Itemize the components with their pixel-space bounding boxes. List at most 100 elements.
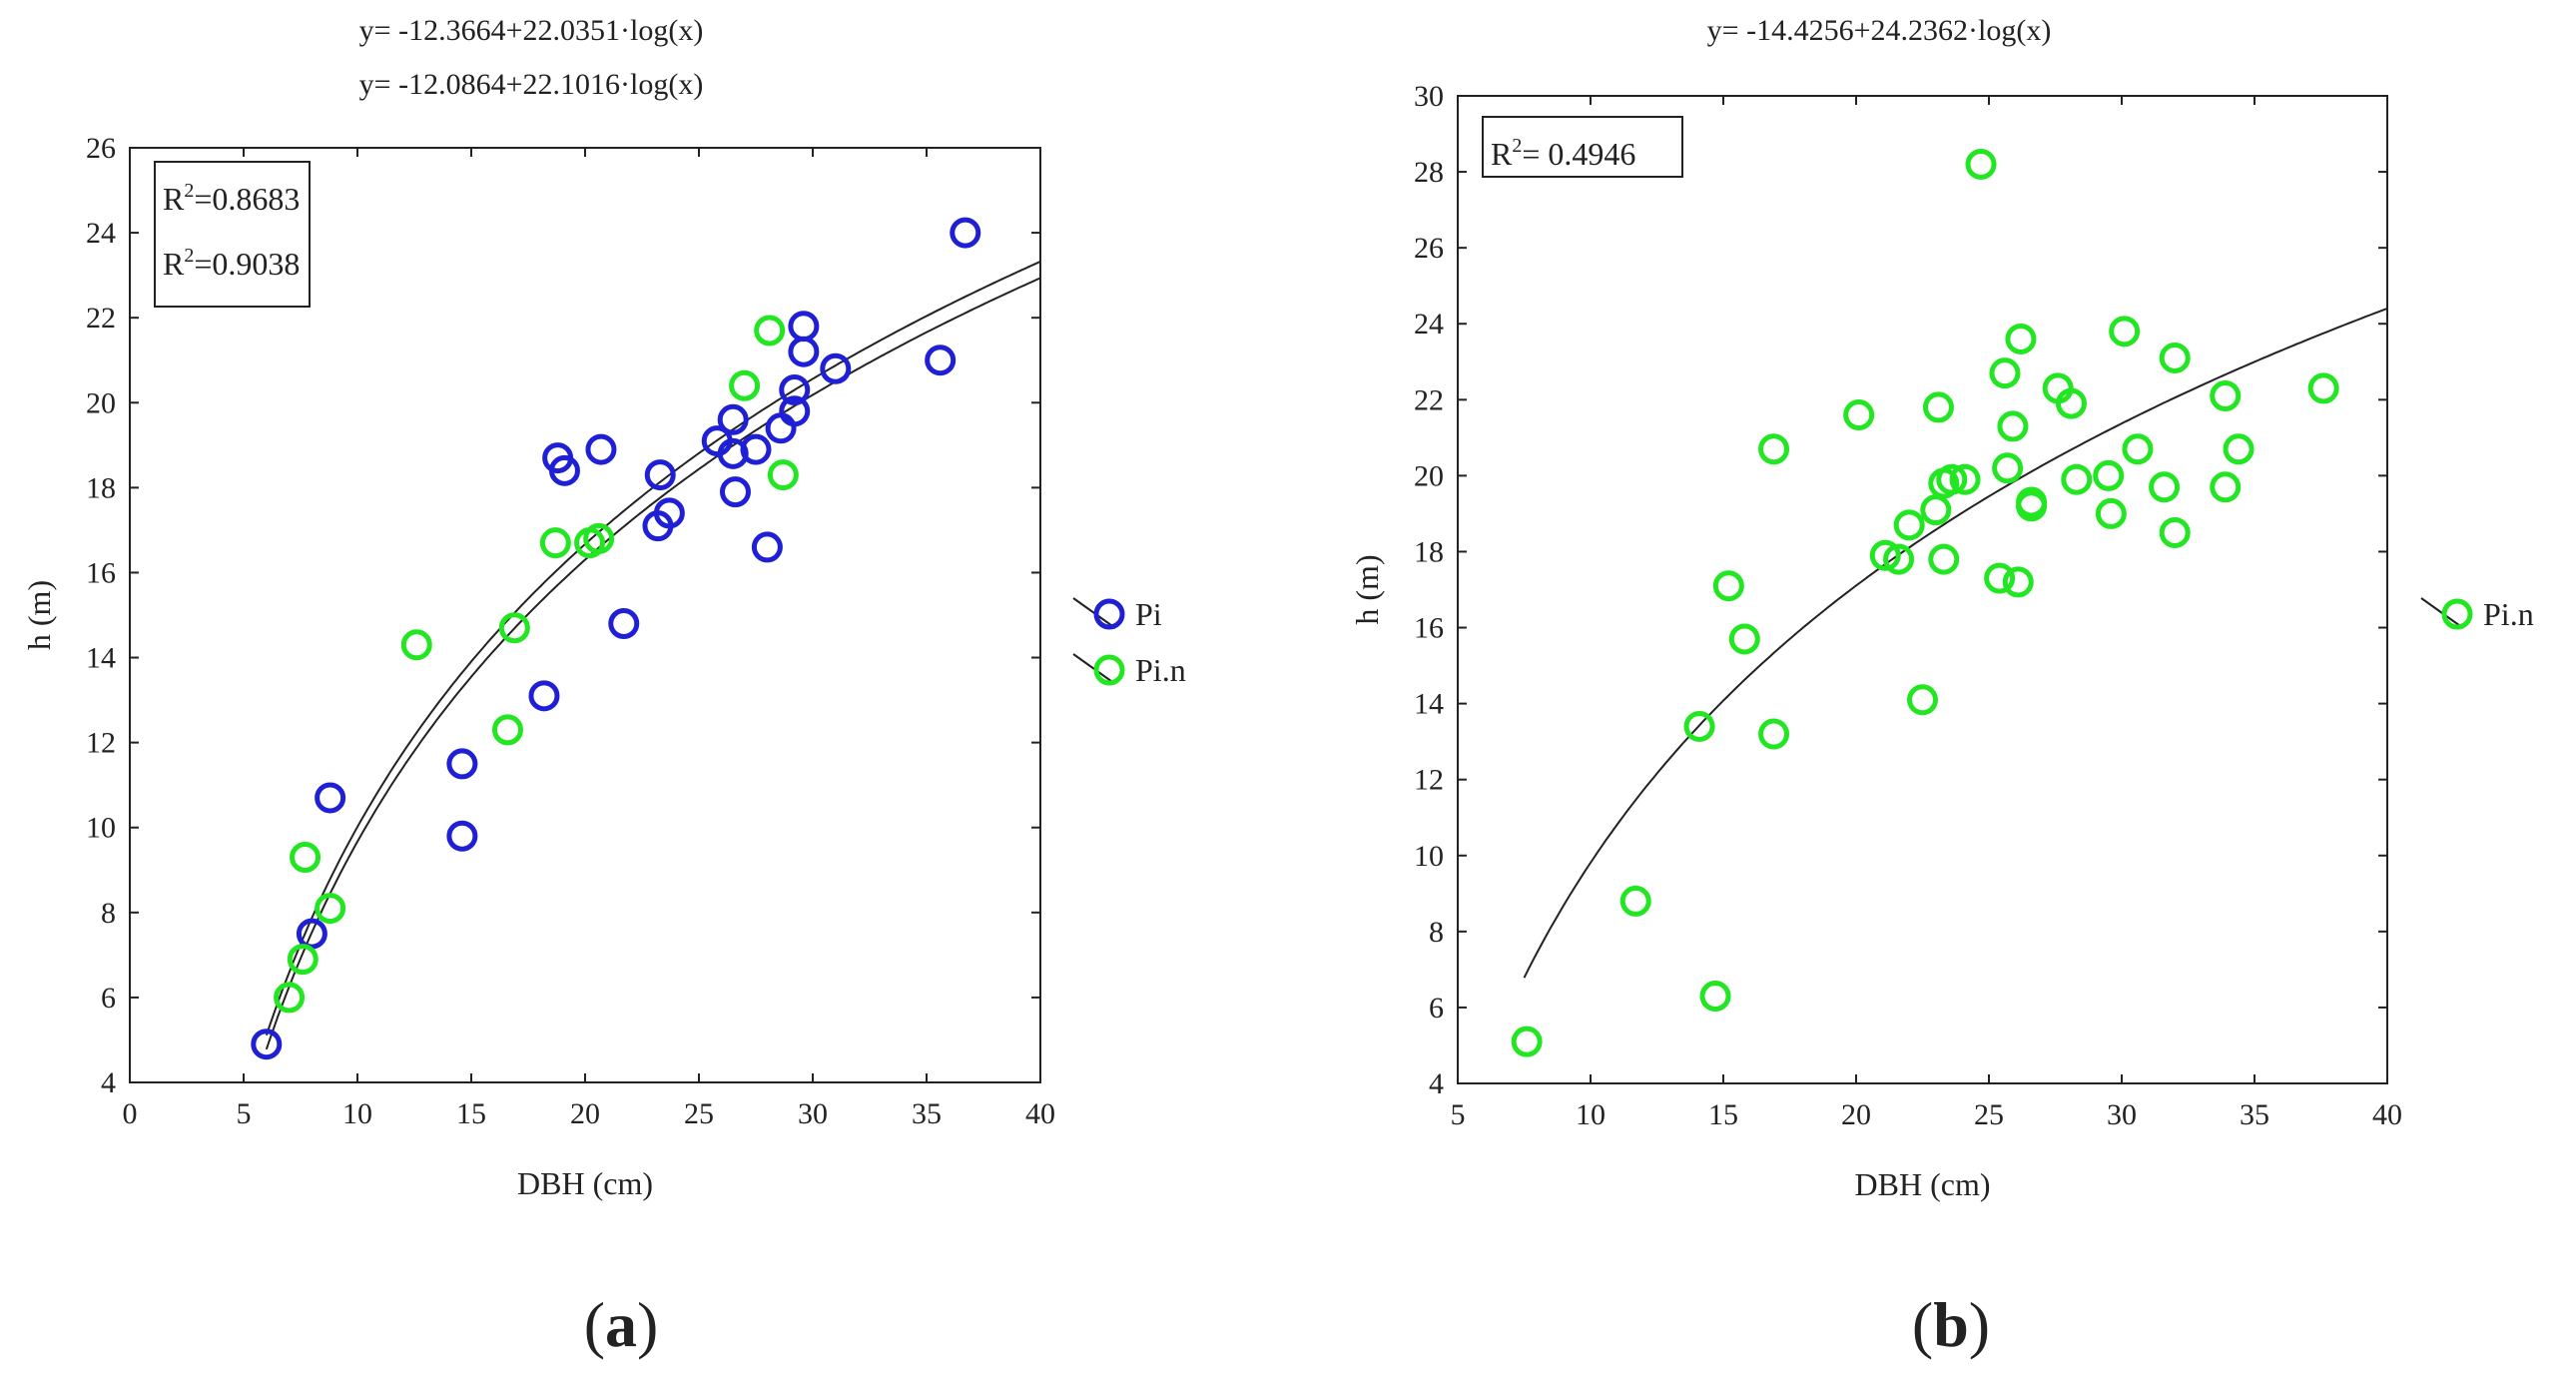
r2-value: R2=0.9038: [163, 245, 300, 282]
r2-box: [154, 161, 311, 308]
pin-point: [1989, 357, 2021, 389]
pin-point: [1992, 452, 2024, 484]
pin-point: [2307, 372, 2339, 404]
pin-point: [2159, 342, 2191, 373]
pin-point: [1997, 410, 2029, 442]
r2-value: R2=0.8683: [163, 180, 300, 217]
pi-point: [751, 531, 783, 563]
y-tick-label: 8: [1429, 916, 1444, 949]
legend-marker: [1093, 654, 1125, 686]
pin-point: [2002, 566, 2034, 598]
y-tick-label: 18: [1414, 535, 1444, 568]
pin-point: [498, 612, 530, 644]
pin-point: [1936, 463, 1968, 495]
regression-equation: y= -12.3664+22.0351·log(x): [359, 14, 704, 47]
pin-point: [1869, 539, 1901, 571]
x-tick-label: 20: [1841, 1098, 1871, 1131]
y-tick-label: 10: [86, 812, 116, 845]
y-tick-label: 24: [1414, 308, 1444, 341]
y-tick-label: 6: [101, 982, 116, 1015]
pin-point: [1758, 718, 1790, 750]
pin-point: [1712, 570, 1744, 602]
pin-point: [491, 714, 523, 746]
pin-point: [2159, 516, 2191, 548]
pin-point: [1843, 399, 1875, 431]
pin-point: [1699, 981, 1731, 1013]
pin-point: [2061, 463, 2093, 495]
pin-point: [2149, 471, 2181, 503]
legend-label: Pi.n: [1135, 652, 1186, 688]
y-tick-label: 22: [1414, 383, 1444, 416]
pi-point: [740, 433, 772, 465]
y-tick-label: 12: [86, 727, 116, 760]
pin-point: [290, 842, 322, 874]
x-tick-label: 40: [1025, 1097, 1055, 1130]
pin-point: [2016, 490, 2048, 522]
legend-marker: [1093, 598, 1125, 630]
pin-point: [1511, 1026, 1543, 1057]
fit-curve: [265, 260, 1041, 1036]
legend-marker: [2441, 598, 2473, 630]
y-tick-label: 12: [1414, 764, 1444, 797]
pi-point: [528, 680, 560, 712]
y-tick-label: 4: [101, 1066, 116, 1099]
pin-point: [1949, 463, 1981, 495]
x-tick-label: 30: [2107, 1098, 2137, 1131]
x-tick-label: 5: [237, 1097, 252, 1130]
pi-point: [788, 311, 820, 343]
pin-point: [767, 459, 799, 491]
pin-point: [2093, 459, 2125, 491]
pin-point: [1928, 543, 1960, 575]
pi-point: [251, 1029, 283, 1060]
r2-value: R2= 0.4946: [1491, 135, 1635, 172]
regression-equation: y= -12.0864+22.1016·log(x): [359, 68, 704, 101]
pi-point: [765, 412, 797, 444]
pin-point: [315, 893, 346, 925]
pi-point: [820, 352, 852, 384]
x-tick-label: 40: [2372, 1098, 2402, 1131]
regression-equation: y= -14.4256+24.2362·log(x): [1707, 14, 2052, 47]
pin-point: [2210, 380, 2242, 412]
pi-point: [717, 403, 749, 435]
pin-point: [1893, 509, 1925, 541]
pi-point: [779, 395, 811, 427]
pin-point: [274, 982, 306, 1014]
plot-frame: [1457, 95, 2388, 1084]
x-tick-label: 10: [1576, 1098, 1606, 1131]
pin-point: [754, 315, 786, 346]
x-tick-label: 0: [123, 1097, 138, 1130]
x-tick-label: 35: [2240, 1098, 2269, 1131]
panel-label: (a): [584, 1289, 659, 1360]
y-tick-label: 16: [86, 556, 116, 589]
y-tick-label: 28: [1414, 156, 1444, 189]
pin-point: [2122, 433, 2154, 465]
pin-point: [1883, 543, 1915, 575]
pin-point: [729, 369, 761, 401]
pi-point: [779, 374, 811, 406]
pin-point: [2055, 387, 2087, 419]
pi-point: [446, 820, 478, 852]
y-tick-label: 8: [101, 897, 116, 930]
x-axis-label: DBH (cm): [517, 1165, 653, 1201]
y-tick-label: 14: [86, 642, 116, 675]
pin-point: [2109, 316, 2141, 347]
x-tick-label: 20: [570, 1097, 600, 1130]
pin-point: [2005, 323, 2037, 354]
y-tick-label: 24: [86, 217, 116, 250]
pi-point: [548, 454, 580, 486]
pin-point: [1984, 562, 2016, 594]
fit-curve: [265, 277, 1041, 1050]
pin-point: [1619, 885, 1651, 917]
pin-point: [400, 629, 432, 661]
y-tick-label: 4: [1429, 1067, 1444, 1100]
pi-point: [608, 608, 640, 640]
x-tick-label: 25: [684, 1097, 714, 1130]
pi-point: [446, 748, 478, 780]
panel-a-chart: y= -12.3664+22.0351·log(x) y= -12.0864+22…: [21, 14, 1186, 1360]
panel-label: (b): [1912, 1289, 1990, 1360]
pin-point: [287, 944, 319, 976]
legend-label: Pi: [1135, 596, 1162, 632]
pi-point: [644, 459, 676, 491]
pin-point: [1922, 391, 1954, 423]
x-tick-label: 10: [342, 1097, 372, 1130]
